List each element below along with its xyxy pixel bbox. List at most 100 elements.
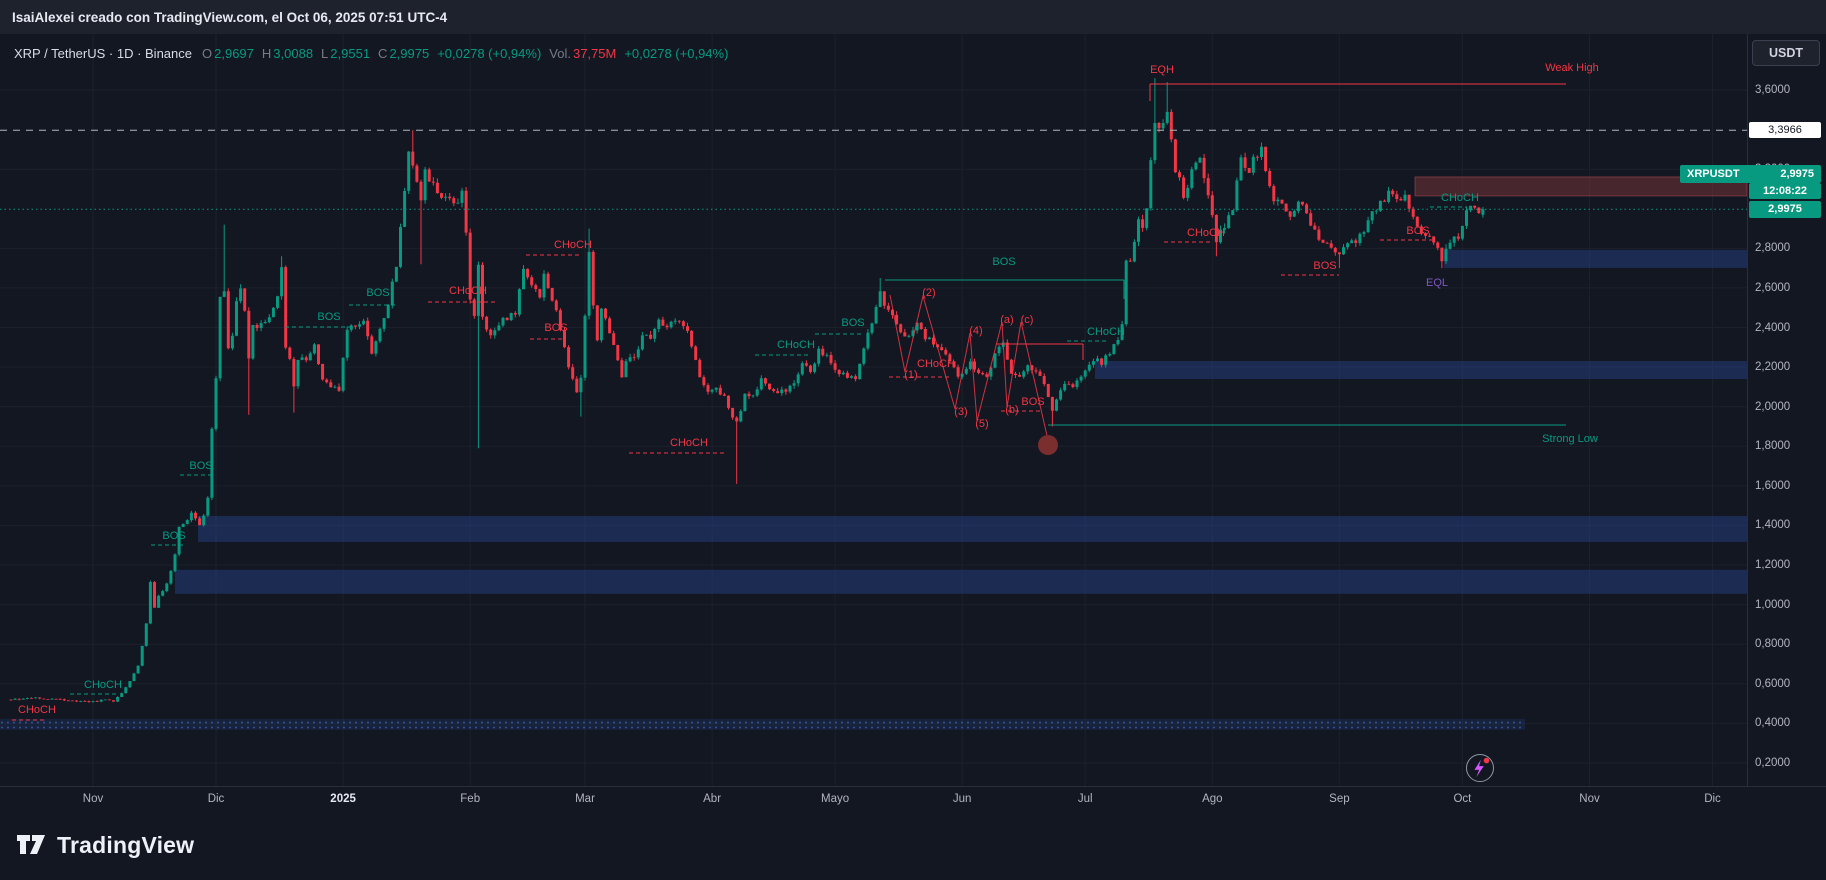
attribution-bar: IsaiAlexei creado con TradingView.com, e…: [0, 0, 1826, 34]
demand-zone-110[interactable]: [175, 569, 1747, 594]
annotation-label[interactable]: BOS: [992, 256, 1015, 268]
annotation-label[interactable]: CHoCH: [777, 339, 815, 351]
price-tick-label: 1,6000: [1755, 479, 1791, 492]
symbol-price-label: XRPUSDT 2,9975: [1680, 165, 1821, 184]
low-value: 2,9551: [330, 46, 371, 61]
annotation-label[interactable]: (4): [969, 325, 982, 337]
tradingview-wordmark[interactable]: TradingView: [57, 831, 195, 858]
tradingview-logo-icon[interactable]: [14, 830, 48, 860]
up-candles: [13, 78, 1485, 703]
volume-value: 37,75M: [572, 46, 617, 61]
annotation-label[interactable]: BOS: [366, 287, 389, 299]
last-price-label: 2,9975: [1749, 200, 1821, 218]
change-value: +0,0278 (+0,94%): [437, 46, 542, 61]
high-label: H: [261, 46, 272, 61]
symbol-legend: XRP / TetherUS · 1D · Binance O 2,9697 H…: [14, 46, 730, 61]
annotation-label[interactable]: BOS: [544, 322, 567, 334]
time-tick-label: Dic: [207, 793, 225, 805]
close-label: C: [378, 46, 388, 61]
annotation-label[interactable]: EQH: [1150, 64, 1174, 76]
price-tick-label: 0,2000: [1755, 757, 1791, 769]
notification-dot: [1483, 757, 1490, 764]
grid-lines: [0, 34, 1747, 786]
time-tick-label: Nov: [82, 793, 104, 805]
annotation-label[interactable]: (3): [954, 406, 967, 418]
symbol-badge-price: 2,9975: [1780, 167, 1814, 180]
annotation-label[interactable]: CHoCH: [1441, 192, 1479, 204]
annotation-label[interactable]: CHoCH: [1087, 326, 1125, 338]
price-tick-label: 1,2000: [1755, 559, 1791, 572]
annotation-label[interactable]: (1): [904, 369, 917, 381]
annotation-label[interactable]: BOS: [317, 311, 340, 323]
price-tick-label: 0,6000: [1755, 677, 1791, 690]
time-tick-label: Abr: [703, 793, 722, 805]
symbol-title[interactable]: XRP / TetherUS · 1D · Binance: [14, 46, 192, 61]
annotation-label[interactable]: BOS: [1406, 225, 1429, 237]
currency-toggle-button[interactable]: USDT: [1752, 40, 1820, 66]
annotation-label[interactable]: (a): [1000, 314, 1013, 326]
time-tick-label: Oct: [1453, 793, 1472, 805]
footer-bar: TradingView: [0, 810, 1826, 880]
annotation-label[interactable]: (5): [975, 418, 988, 430]
lightning-icon: [1474, 757, 1490, 778]
price-tick-label: 3,6000: [1755, 84, 1791, 96]
price-tick-label: 1,0000: [1755, 598, 1791, 611]
price-tick-label: 2,4000: [1755, 321, 1791, 334]
annotation-label[interactable]: CHoCH: [554, 239, 592, 251]
high-value: 3,0088: [273, 46, 314, 61]
candles: [9, 78, 1485, 703]
time-tick-label: Sep: [1329, 793, 1350, 805]
time-tick-label: Mayo: [821, 793, 850, 805]
demand-zone-140[interactable]: [198, 516, 1747, 542]
volume-change-value: +0,0278 (+0,94%): [624, 46, 729, 61]
time-axis[interactable]: Nov Dic 2025 Feb Mar Abr Mayo Jun Jul Ago Sep Oct No…: [0, 786, 1826, 813]
demand-zone-220[interactable]: [1095, 361, 1747, 379]
flash-button[interactable]: [1466, 754, 1494, 782]
annotation-label[interactable]: BOS: [162, 530, 185, 542]
open-label: O: [202, 46, 213, 61]
attribution-text: IsaiAlexei creado con TradingView.com, e…: [12, 9, 448, 25]
bar-countdown-label: 12:08:22: [1749, 183, 1821, 200]
demand-zone-040-dots: [0, 718, 1525, 730]
elliott-wave-polyline[interactable]: [889, 294, 1049, 441]
annotation-label[interactable]: CHoCH: [917, 358, 955, 370]
annotation-label[interactable]: (2): [922, 287, 935, 299]
time-tick-label: Jun: [952, 793, 972, 805]
low-label: L: [321, 46, 329, 61]
annotation-label[interactable]: BOS: [1313, 260, 1336, 272]
time-tick-label: 2025: [330, 793, 356, 805]
demand-zone-270[interactable]: [1444, 249, 1747, 268]
annotation-label[interactable]: BOS: [841, 317, 864, 329]
time-tick-label: Mar: [575, 793, 595, 805]
annotation-label[interactable]: BOS: [1021, 396, 1044, 408]
annotation-label[interactable]: BOS: [189, 460, 212, 472]
close-value: 2,9975: [389, 46, 430, 61]
annotation-label[interactable]: CHoCH: [449, 285, 487, 297]
price-tick-label: 2,8000: [1755, 242, 1791, 255]
time-tick-label: Jul: [1077, 793, 1093, 805]
price-axis[interactable]: 3,60003,20002,80002,60002,40002,20002,00…: [1747, 34, 1826, 786]
annotation-label[interactable]: CHoCH: [84, 679, 122, 691]
price-tick-label: 1,8000: [1755, 440, 1791, 453]
annotation-label[interactable]: Strong Low: [1542, 433, 1598, 445]
annotation-label[interactable]: CHoCH: [1187, 227, 1225, 239]
annotation-label[interactable]: CHoCH: [670, 437, 708, 449]
annotation-label[interactable]: EQL: [1426, 277, 1448, 289]
price-tick-label: 2,0000: [1755, 400, 1791, 413]
open-value: 2,9697: [214, 46, 254, 61]
annotation-label[interactable]: (b): [1005, 404, 1018, 416]
time-tick-label: Ago: [1202, 793, 1223, 805]
annotation-label[interactable]: CHoCH: [18, 704, 56, 716]
annotation-label[interactable]: (c): [1021, 314, 1034, 326]
time-tick-label: Dic: [1704, 793, 1721, 805]
time-tick-label: Feb: [460, 793, 481, 805]
price-tick-label: 0,8000: [1755, 638, 1791, 651]
annotation-label[interactable]: Weak High: [1545, 62, 1599, 74]
volume-label: Vol.: [549, 46, 571, 61]
price-tick-label: 2,6000: [1755, 281, 1791, 294]
symbol-badge-name: XRPUSDT: [1687, 167, 1740, 180]
ath-price-label: 3,3966: [1749, 122, 1821, 139]
chart-region[interactable]: [0, 34, 1826, 810]
strong-low-marker[interactable]: [1038, 435, 1058, 455]
